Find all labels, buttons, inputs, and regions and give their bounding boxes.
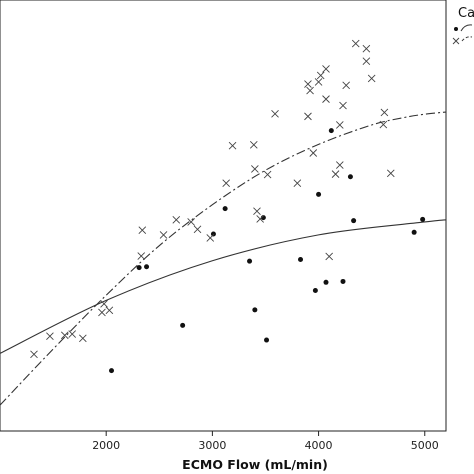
data-point-cross (263, 170, 272, 179)
x-tick-label-4000: 4000 (305, 439, 333, 452)
data-point-dot (340, 278, 346, 284)
x-tick-label-2000: 2000 (92, 439, 120, 452)
data-point-cross (79, 334, 87, 343)
data-point-cross (342, 81, 350, 90)
data-point-cross (46, 332, 54, 340)
data-point-cross (256, 215, 264, 223)
data-point-cross (314, 78, 323, 86)
data-point-cross (325, 252, 334, 261)
fit-curve-solid (0, 219, 447, 354)
data-point-cross (380, 108, 389, 117)
data-point-cross (159, 231, 168, 239)
data-point-cross (253, 207, 261, 216)
data-point-cross (362, 57, 371, 66)
data-point-cross (251, 165, 259, 173)
data-point-dot (298, 256, 304, 262)
data-point-dot (312, 287, 318, 293)
data-point-dot (109, 368, 114, 374)
data-point-cross (249, 140, 258, 149)
data-point-dot (347, 174, 353, 180)
data-point-cross (309, 149, 318, 157)
data-point-cross (138, 226, 147, 234)
data-point-cross (304, 112, 312, 121)
data-point-cross (228, 141, 237, 150)
legend-line-dashed (461, 36, 473, 42)
data-point-dot (210, 231, 216, 237)
fit-curve-dashed (0, 111, 447, 406)
data-point-cross (335, 121, 344, 129)
data-point-cross (60, 331, 69, 340)
data-point-cross (68, 330, 77, 338)
data-point-cross (386, 169, 395, 178)
legend-marker-dot (454, 27, 458, 31)
data-point-cross (367, 74, 376, 83)
data-point-cross (100, 300, 108, 308)
x-axis: 2000 3000 4000 5000 (92, 431, 439, 452)
data-point-cross (105, 306, 114, 315)
data-point-cross (304, 80, 312, 88)
data-point-cross (316, 71, 325, 80)
data-point-dot (136, 265, 142, 271)
legend-marker-cross (452, 37, 460, 45)
data-point-dot (351, 218, 357, 224)
data-point-dot (420, 216, 426, 222)
data-point-cross (322, 95, 330, 103)
data-point-cross (206, 234, 215, 242)
data-point-dot (411, 229, 417, 235)
data-point-dot (222, 206, 228, 212)
data-point-cross (187, 218, 195, 226)
data-point-cross (322, 65, 330, 73)
legend: Ca (452, 6, 474, 45)
x-axis-title: ECMO Flow (mL/min) (182, 457, 328, 472)
data-point-cross (222, 179, 231, 187)
data-point-cross (331, 170, 340, 178)
x-tick-label-5000: 5000 (411, 439, 439, 452)
data-point-dot (264, 337, 270, 343)
data-point-cross (339, 101, 347, 110)
data-point-dot (180, 322, 186, 328)
legend-title: Ca (458, 6, 474, 21)
data-points (30, 39, 426, 374)
data-point-cross (98, 308, 106, 317)
legend-line-solid (460, 24, 473, 32)
data-point-cross (30, 350, 38, 359)
data-point-cross (335, 161, 344, 169)
data-point-dot (247, 258, 253, 264)
data-point-cross (172, 215, 181, 224)
data-point-dot (144, 264, 150, 270)
x-tick-label-3000: 3000 (198, 439, 226, 452)
data-point-cross (306, 86, 314, 95)
data-point-cross (137, 252, 146, 260)
data-point-dot (323, 279, 329, 285)
plot-area (0, 0, 447, 432)
plot-frame (0, 0, 447, 432)
data-point-cross (351, 39, 360, 48)
fit-curves (0, 111, 447, 406)
data-point-cross (271, 109, 279, 118)
data-point-dot (316, 191, 322, 197)
data-point-cross (193, 225, 202, 234)
data-point-cross (362, 44, 371, 53)
data-point-dot (252, 307, 258, 313)
data-point-cross (379, 120, 388, 129)
data-point-cross (293, 179, 302, 187)
data-point-dot (328, 128, 334, 134)
